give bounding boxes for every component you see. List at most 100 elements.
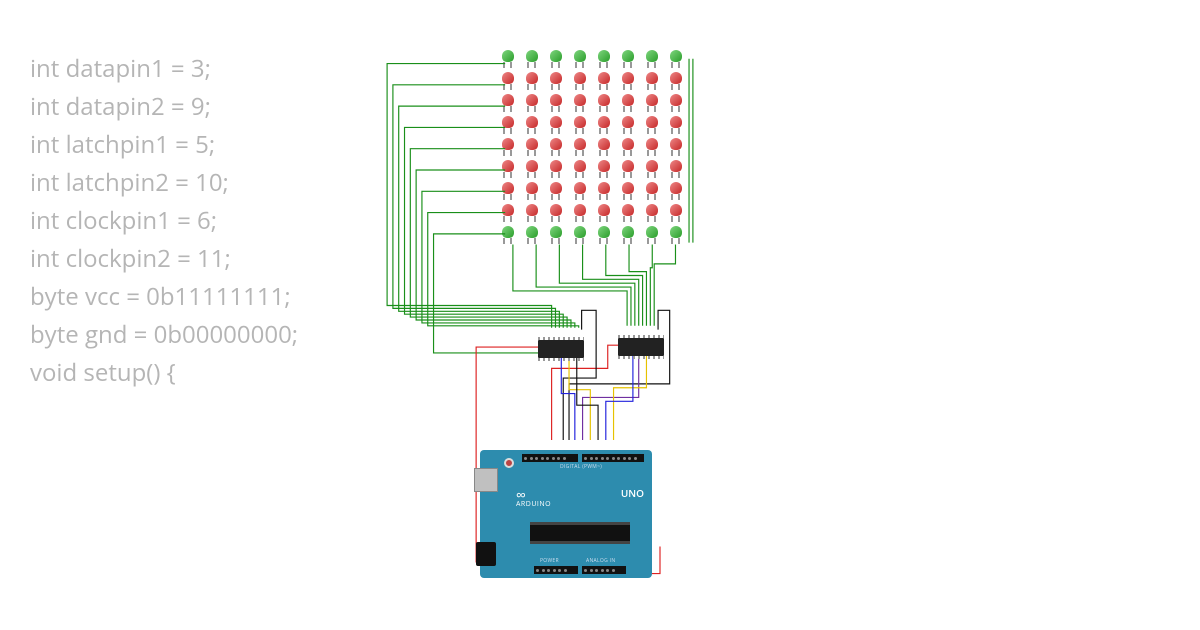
power-jack (476, 542, 496, 566)
red-led (548, 116, 564, 134)
red-led (572, 94, 588, 112)
red-led (572, 182, 588, 200)
red-led (644, 116, 660, 134)
red-led (596, 204, 612, 222)
green-led (500, 50, 516, 68)
green-led (668, 50, 684, 68)
atmega-chip (530, 522, 630, 544)
led-row (500, 182, 684, 200)
red-led (572, 160, 588, 178)
digital-header-left (522, 454, 578, 462)
red-led (620, 138, 636, 156)
red-led (596, 182, 612, 200)
red-led (548, 182, 564, 200)
green-led (548, 226, 564, 244)
reset-button (504, 458, 514, 468)
red-led (524, 94, 540, 112)
power-header (534, 566, 578, 574)
red-led (644, 72, 660, 90)
code-line: int latchpin2 = 10; (30, 164, 298, 202)
code-line: byte gnd = 0b00000000; (30, 316, 298, 354)
red-led (500, 204, 516, 222)
red-led (572, 116, 588, 134)
code-line: int datapin2 = 9; (30, 88, 298, 126)
led-row (500, 116, 684, 134)
red-led (500, 138, 516, 156)
red-led (500, 94, 516, 112)
red-led (500, 160, 516, 178)
red-led (644, 160, 660, 178)
red-led (644, 204, 660, 222)
arduino-brand-label: ARDUINO (516, 500, 551, 509)
red-led (668, 160, 684, 178)
red-led (596, 160, 612, 178)
green-led (524, 50, 540, 68)
led-matrix (500, 50, 684, 248)
red-led (596, 72, 612, 90)
led-row (500, 226, 684, 244)
green-led (620, 226, 636, 244)
red-led (668, 116, 684, 134)
red-led (524, 204, 540, 222)
code-line: int clockpin2 = 11; (30, 240, 298, 278)
analog-header (582, 566, 626, 574)
red-led (548, 138, 564, 156)
green-led (644, 226, 660, 244)
red-led (548, 160, 564, 178)
red-led (620, 94, 636, 112)
red-led (524, 116, 540, 134)
red-led (644, 182, 660, 200)
red-led (668, 182, 684, 200)
red-led (620, 182, 636, 200)
red-led (620, 204, 636, 222)
red-led (596, 138, 612, 156)
green-led (596, 226, 612, 244)
led-row (500, 50, 684, 68)
red-led (620, 116, 636, 134)
code-line: byte vcc = 0b11111111; (30, 278, 298, 316)
green-led (524, 226, 540, 244)
arduino-uno-board: ∞ UNO ARDUINO DIGITAL (PWM~) POWER ANALO… (480, 450, 652, 578)
red-led (596, 94, 612, 112)
digital-header-right (582, 454, 644, 462)
red-led (500, 182, 516, 200)
red-led (572, 72, 588, 90)
green-led (548, 50, 564, 68)
red-led (548, 204, 564, 222)
led-row (500, 204, 684, 222)
red-led (668, 204, 684, 222)
green-led (644, 50, 660, 68)
digital-label: DIGITAL (PWM~) (560, 464, 602, 470)
red-led (644, 138, 660, 156)
circuit-diagram: ∞ UNO ARDUINO DIGITAL (PWM~) POWER ANALO… (360, 20, 840, 620)
uno-label: UNO (621, 486, 644, 500)
code-line: void setup() { (30, 354, 298, 392)
code-line: int clockpin1 = 6; (30, 202, 298, 240)
green-led (620, 50, 636, 68)
red-led (524, 72, 540, 90)
red-led (572, 138, 588, 156)
green-led (572, 50, 588, 68)
power-label: POWER (540, 558, 559, 564)
code-line: int datapin1 = 3; (30, 50, 298, 88)
red-led (620, 72, 636, 90)
red-led (668, 138, 684, 156)
red-led (548, 72, 564, 90)
led-row (500, 160, 684, 178)
red-led (596, 116, 612, 134)
analog-label: ANALOG IN (586, 558, 615, 564)
green-led (668, 226, 684, 244)
led-row (500, 94, 684, 112)
green-led (572, 226, 588, 244)
usb-port (474, 468, 498, 492)
code-line: int latchpin1 = 5; (30, 126, 298, 164)
red-led (524, 138, 540, 156)
red-led (524, 182, 540, 200)
code-block: int datapin1 = 3; int datapin2 = 9; int … (30, 50, 298, 392)
red-led (644, 94, 660, 112)
led-row (500, 138, 684, 156)
red-led (500, 116, 516, 134)
green-led (596, 50, 612, 68)
shift-register-chip (618, 338, 664, 356)
red-led (572, 204, 588, 222)
